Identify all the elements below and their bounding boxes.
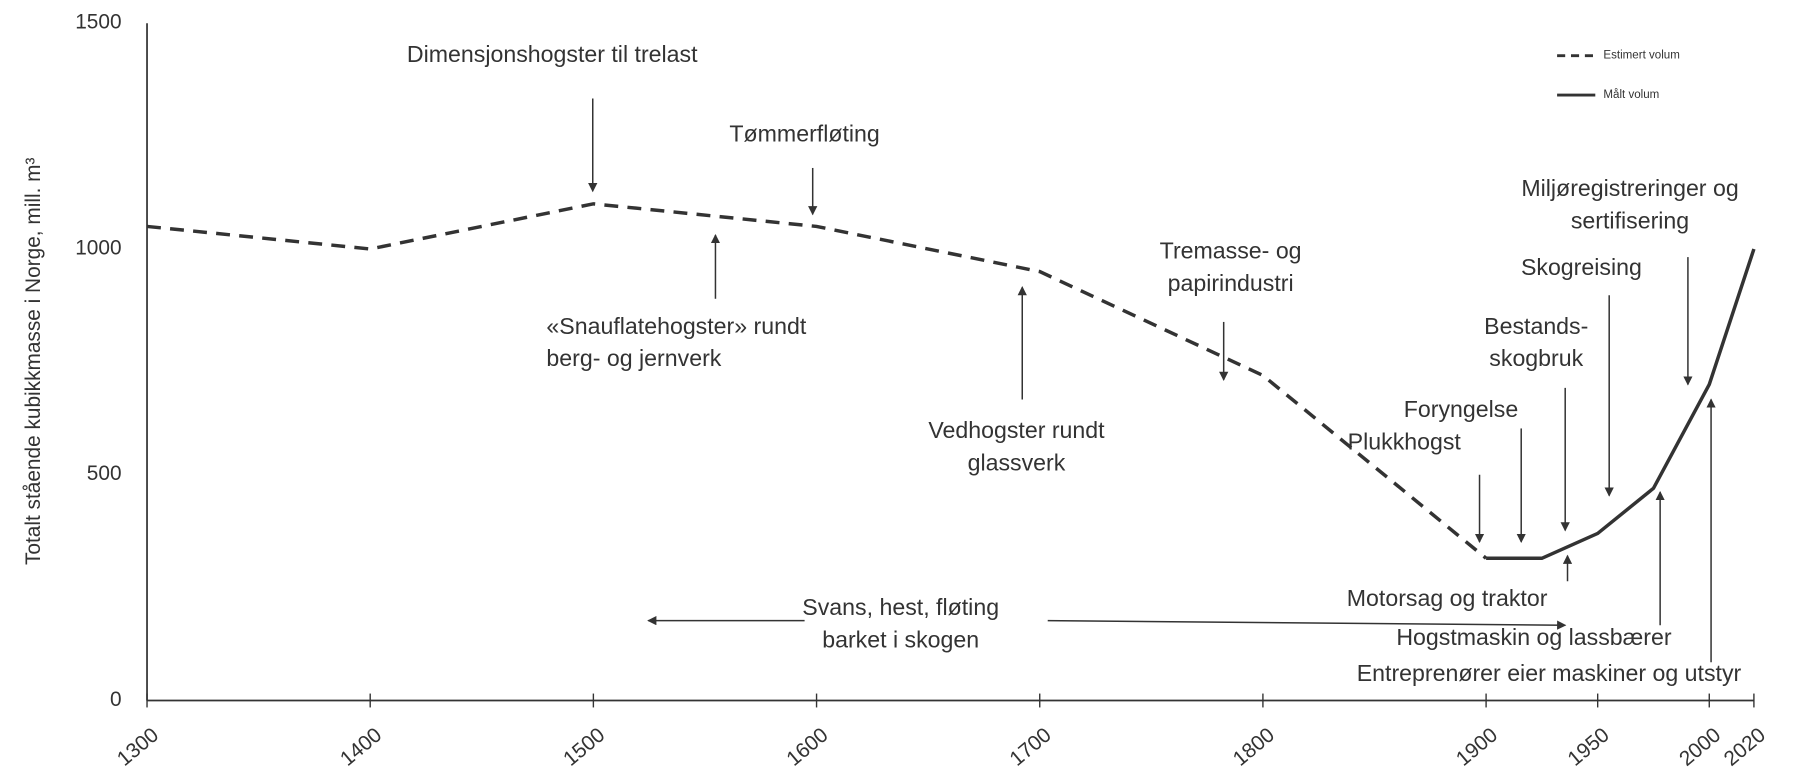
annotation: Tremasse- og [1160,238,1302,264]
annotation: Bestands- [1484,313,1588,339]
annotation: Vedhogster rundt [928,417,1105,443]
annotation: Svans, hest, fløting [802,594,999,620]
annotation: Tømmerfløting [729,121,879,147]
x-tick-label: 1950 [1563,723,1613,770]
x-tick-label: 1300 [113,723,163,770]
annotation: glassverk [968,449,1066,475]
series-line [146,202,1488,560]
series-line [1486,248,1756,561]
annotation: Plukkhogst [1348,429,1462,455]
annotation: Hogstmaskin og lassbærer [1396,624,1672,650]
annotation: papirindustri [1168,270,1294,296]
x-tick-label: 1800 [1229,723,1279,770]
annotation: Foryngelse [1404,396,1518,422]
x-tick-label: 1400 [336,723,386,770]
annotation: Skogreising [1521,254,1642,280]
x-tick-label: 1600 [782,723,832,770]
annotation: berg- og jernverk [546,345,721,371]
annotation: Entreprenører eier maskiner og utstyr [1357,660,1742,686]
annotation: Miljøregistreringer og [1521,175,1738,201]
y-tick-label: 1500 [75,11,121,34]
legend-label: Estimert volum [1603,50,1679,62]
annotation: skogbruk [1489,345,1583,371]
annotation: Dimensjonshogster til trelast [407,41,698,67]
y-tick-label: 0 [110,688,122,711]
annotation: «Snauflatehogster» rundt [546,313,806,339]
y-tick-label: 500 [87,462,122,485]
x-tick-label: 1500 [559,723,609,770]
legend-label: Målt volum [1603,89,1659,101]
x-tick-label: 2000 [1675,723,1725,770]
x-tick-label: 1700 [1005,723,1055,770]
y-axis-label: Totalt stående kubikkmasse i Norge, mill… [22,158,45,566]
y-tick-label: 1000 [75,236,121,259]
annotation: barket i skogen [822,627,979,653]
x-tick-label: 2020 [1720,723,1770,770]
annotation: sertifisering [1571,207,1689,233]
annotation-arrow [1047,619,1567,630]
annotation: Motorsag og traktor [1347,585,1548,611]
x-tick-label: 1900 [1452,723,1502,770]
